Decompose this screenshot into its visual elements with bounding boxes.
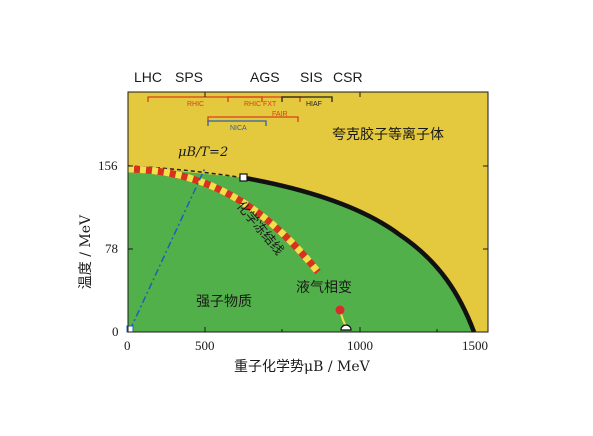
crossover-line (127, 165, 246, 179)
accelerator-csr: CSR (333, 69, 363, 85)
liquid-gas-label: 液气相变 (296, 280, 352, 296)
x-tick-label: 1000 (347, 338, 373, 353)
x-axis-title: 重子化学势μB / MeV (234, 359, 371, 375)
range-label-rhic-fxt: RHIC FXT (244, 101, 277, 108)
critical-end-point (239, 173, 248, 182)
axis-ticks (128, 92, 488, 332)
hadronic-label: 强子物质 (196, 294, 252, 310)
x-tick-label: 500 (195, 338, 215, 353)
qgp-label: 夸克胶子等离子体 (332, 126, 444, 143)
range-label-fair: FAIR (272, 111, 288, 118)
y-tick-label: 0 (112, 324, 119, 339)
x-tick-label: 1500 (462, 338, 488, 353)
range-label-rhic: RHIC (187, 101, 204, 108)
y-tick-label: 78 (105, 241, 118, 256)
x-tick-label: 0 (124, 338, 131, 353)
freezeout-curve-dash (127, 165, 321, 275)
range-label-nica: NICA (230, 125, 247, 132)
nuclear-matter-point (340, 324, 352, 331)
y-tick-label: 156 (98, 158, 118, 173)
y-axis-title: 温度 / MeV (78, 214, 94, 289)
accelerator-sps: SPS (175, 69, 203, 85)
range-label-hiaf: HIAF (306, 101, 322, 108)
accelerator-lhc: LHC (134, 69, 162, 85)
plot-frame (127, 91, 489, 333)
accelerator-sis: SIS (300, 69, 323, 85)
phase-boundary-line (244, 175, 477, 333)
accelerator-ranges: RHIC RHIC FXT HIAF FAIR NICA (147, 96, 333, 132)
accelerator-ags: AGS (250, 69, 280, 85)
ratio-line-label: μB/T=2 (178, 145, 228, 160)
nuclear-critical-point (335, 305, 345, 315)
